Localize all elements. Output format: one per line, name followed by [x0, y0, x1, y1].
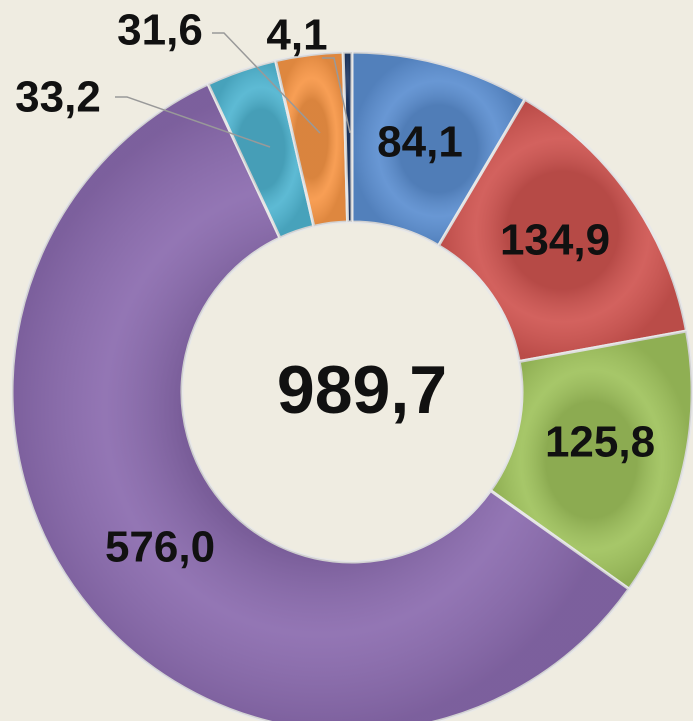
value-label: 576,0 — [105, 523, 215, 572]
value-label: 33,2 — [15, 73, 101, 122]
center-total: 989,7 — [277, 352, 447, 428]
value-label: 84,1 — [377, 118, 463, 167]
value-label: 125,8 — [545, 418, 655, 467]
value-label: 31,6 — [117, 6, 203, 55]
value-label: 134,9 — [500, 216, 610, 265]
value-label: 4,1 — [266, 11, 327, 60]
leader-line — [322, 57, 351, 134]
leader-line — [212, 32, 321, 134]
leader-line — [115, 96, 271, 148]
